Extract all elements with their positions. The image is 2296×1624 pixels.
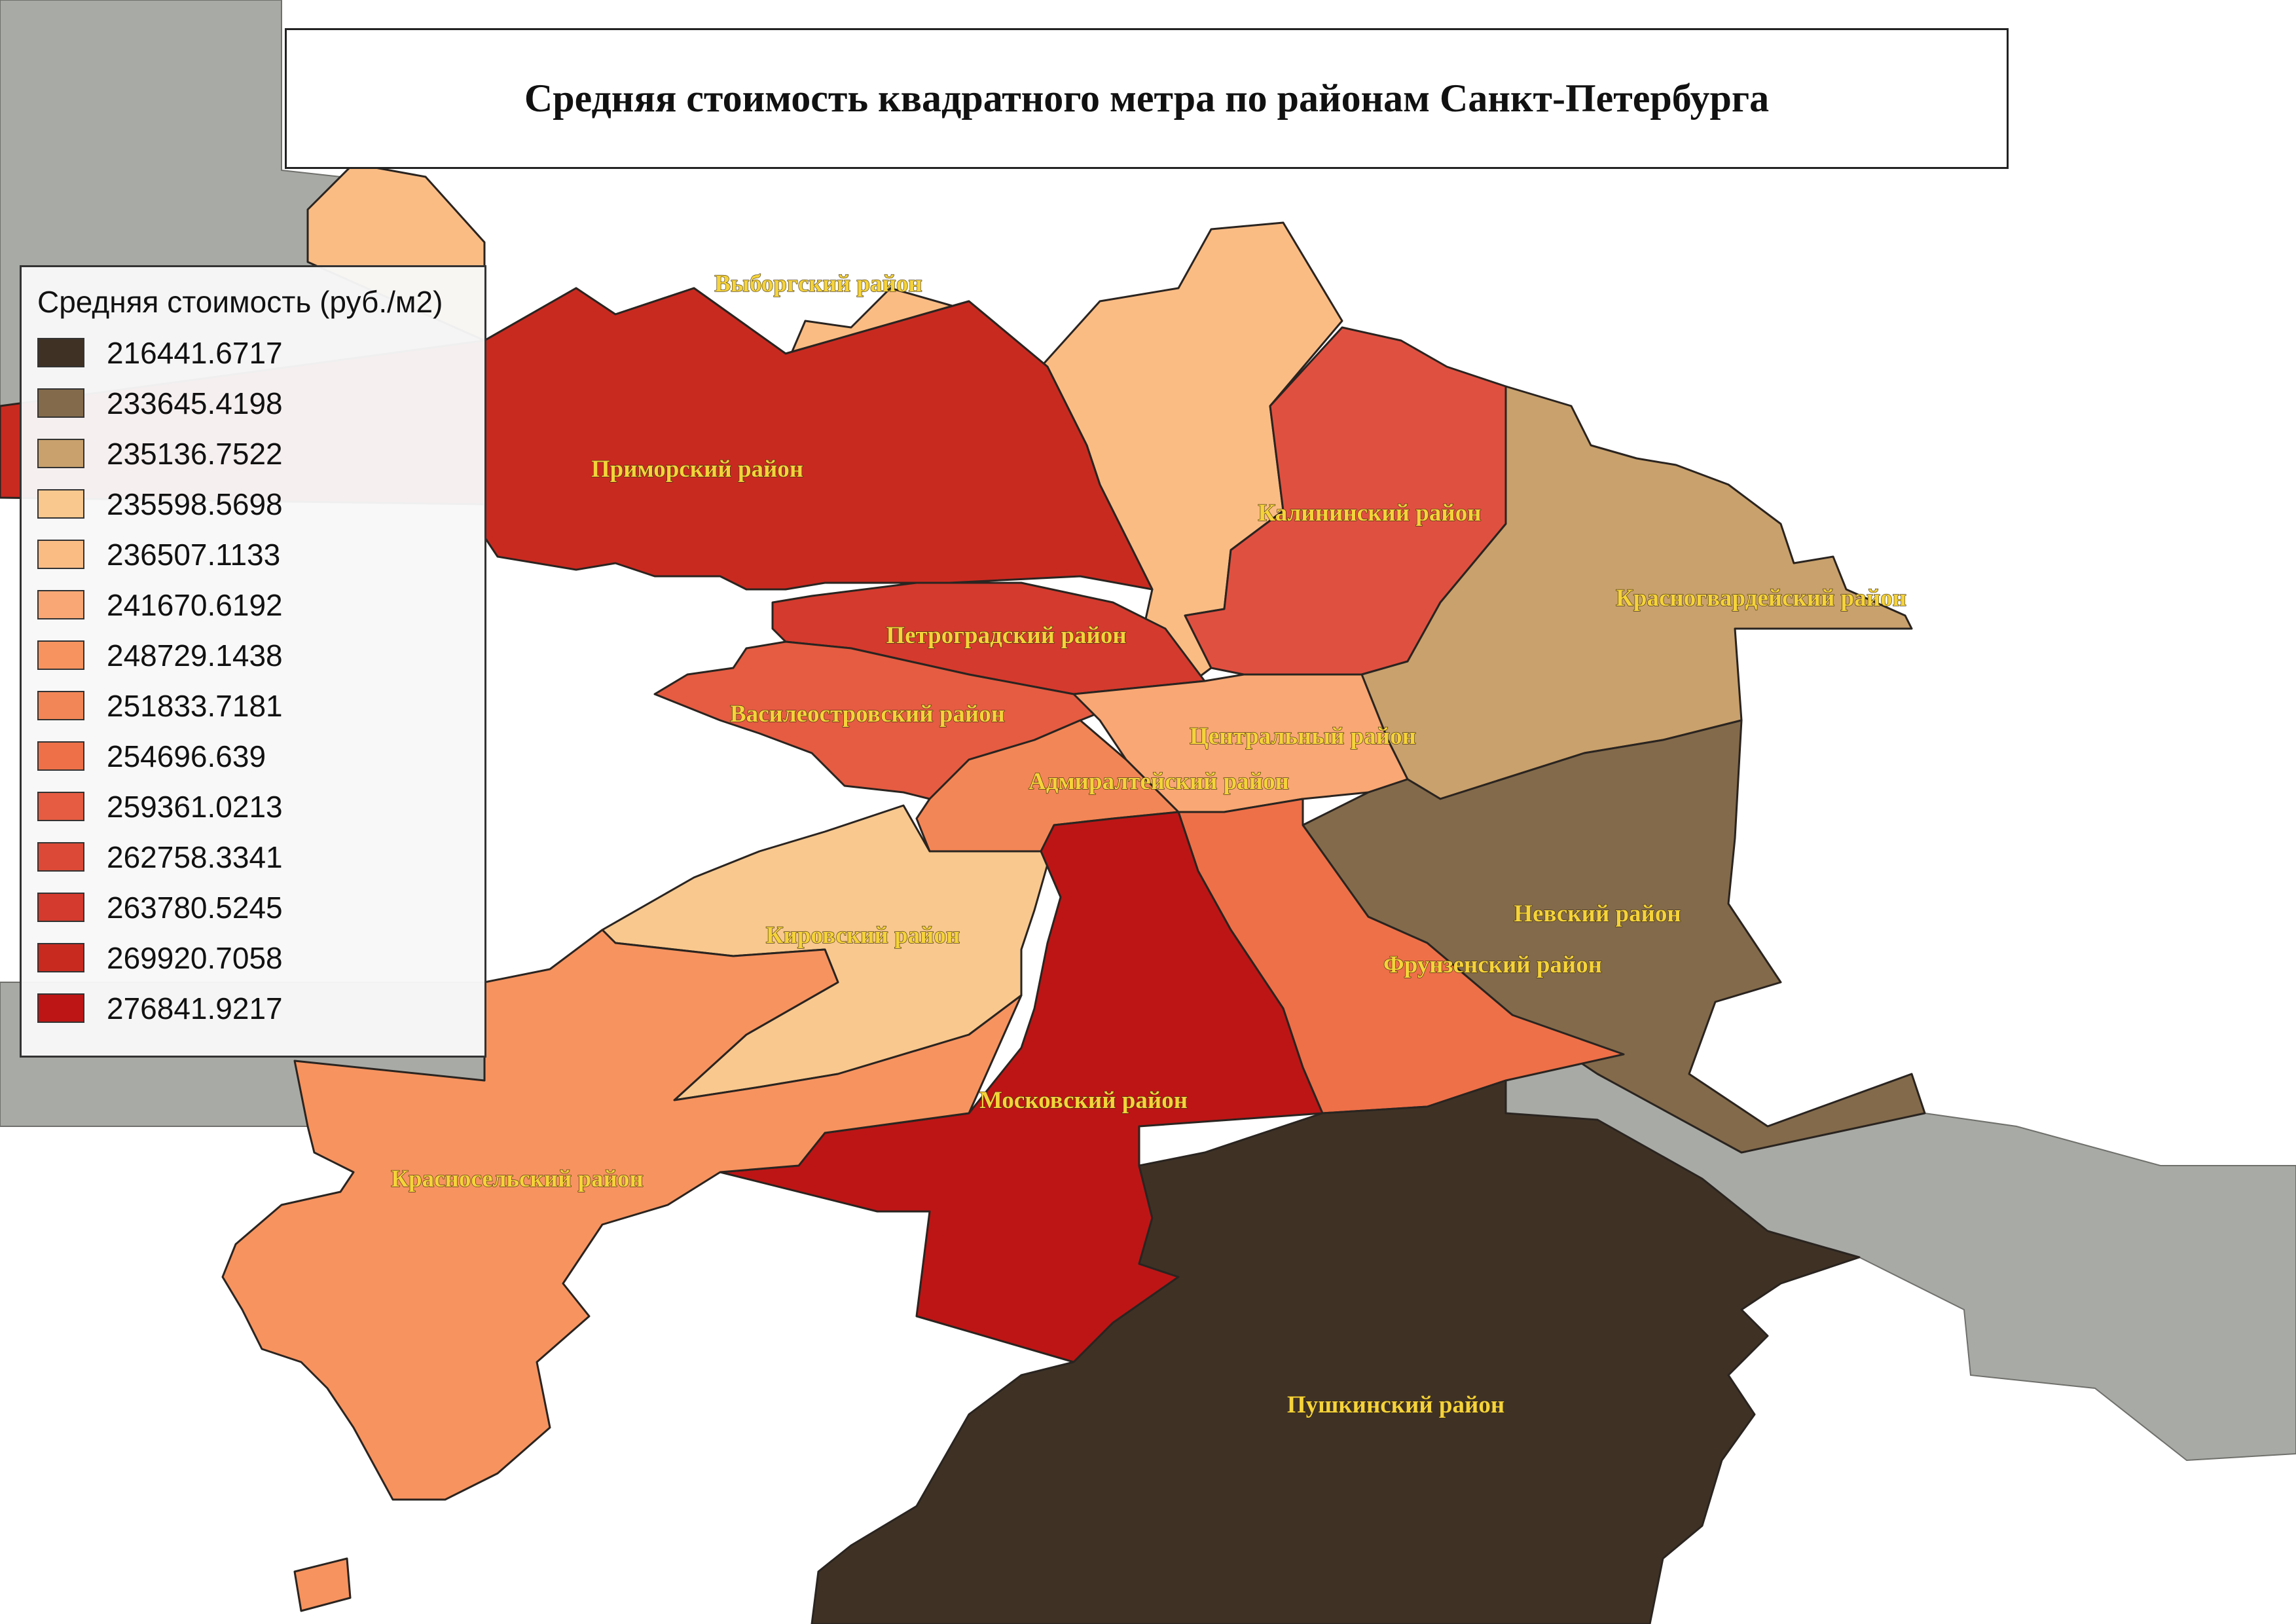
legend-item: 262758.3341 bbox=[37, 832, 469, 882]
label-frunzensky: Фрунзенский район bbox=[1383, 951, 1602, 978]
label-petrogradsky: Петроградский район bbox=[886, 622, 1126, 649]
legend-item: 235136.7522 bbox=[37, 428, 469, 479]
district-krasnoselsky bbox=[221, 929, 1023, 1501]
legend-label: 254696.639 bbox=[107, 739, 266, 773]
legend-label: 235136.7522 bbox=[107, 436, 283, 471]
legend-item: 251833.7181 bbox=[37, 680, 469, 731]
legend-item: 254696.639 bbox=[37, 731, 469, 781]
district-pushkinsky bbox=[811, 1079, 1861, 1624]
map-title: Средняя стоимость квадратного метра по р… bbox=[524, 77, 1770, 120]
legend-label: 251833.7181 bbox=[107, 688, 283, 723]
legend-swatch bbox=[37, 489, 84, 519]
legend-label: 236507.1133 bbox=[107, 537, 281, 572]
legend-swatch bbox=[37, 388, 84, 418]
legend-label: 248729.1438 bbox=[107, 638, 283, 673]
district-moskovsky bbox=[719, 811, 1324, 1363]
label-admiralteysky: Адмиралтейский район bbox=[1029, 768, 1289, 795]
legend-swatch bbox=[37, 439, 84, 468]
legend-label: 241670.6192 bbox=[107, 587, 283, 622]
legend-swatch bbox=[37, 893, 84, 922]
legend-label: 216441.6717 bbox=[107, 335, 283, 370]
legend-swatch bbox=[37, 993, 84, 1023]
legend-swatch bbox=[37, 691, 84, 720]
legend-swatch bbox=[37, 590, 84, 619]
label-krasnogvardeysky: Красногвардейский район bbox=[1616, 585, 1906, 612]
legend-swatch bbox=[37, 540, 84, 569]
label-primorsky: Приморский район bbox=[591, 456, 803, 483]
district-krasnoselsky-exclave bbox=[293, 1557, 352, 1612]
legend-swatch bbox=[37, 842, 84, 872]
label-kalininsky: Калининский район bbox=[1258, 500, 1481, 526]
legend-swatch bbox=[37, 943, 84, 972]
legend-item: 241670.6192 bbox=[37, 580, 469, 630]
legend-swatch bbox=[37, 338, 84, 367]
legend-swatch bbox=[37, 741, 84, 771]
legend-item: 235598.5698 bbox=[37, 479, 469, 529]
legend-item: 276841.9217 bbox=[37, 983, 469, 1033]
legend: Средняя стоимость (руб./м2) 216441.6717 … bbox=[20, 265, 486, 1058]
legend-label: 233645.4198 bbox=[107, 386, 283, 420]
legend-item: 259361.0213 bbox=[37, 781, 469, 832]
legend-label: 263780.5245 bbox=[107, 890, 283, 925]
map-title-box: Средняя стоимость квадратного метра по р… bbox=[285, 28, 2009, 169]
legend-item: 233645.4198 bbox=[37, 378, 469, 428]
legend-item: 216441.6717 bbox=[37, 327, 469, 378]
legend-label: 235598.5698 bbox=[107, 487, 283, 521]
label-kirovsky: Кировский район bbox=[766, 922, 960, 949]
legend-item: 269920.7058 bbox=[37, 932, 469, 983]
label-pushkinsky: Пушкинский район bbox=[1287, 1392, 1504, 1418]
legend-item: 263780.5245 bbox=[37, 882, 469, 932]
district-krasnogvardeysky bbox=[1360, 385, 1913, 800]
label-vyborgsky: Выборгский район bbox=[714, 270, 922, 297]
legend-item: 236507.1133 bbox=[37, 529, 469, 580]
legend-swatch bbox=[37, 640, 84, 670]
label-tsentralny: Центральный район bbox=[1190, 723, 1416, 750]
label-krasnoselsky: Красносельский район bbox=[391, 1166, 644, 1192]
legend-label: 269920.7058 bbox=[107, 940, 283, 975]
label-moskovsky: Московский район bbox=[979, 1087, 1188, 1114]
legend-label: 262758.3341 bbox=[107, 840, 283, 874]
legend-item: 248729.1438 bbox=[37, 630, 469, 680]
legend-title: Средняя стоимость (руб./м2) bbox=[37, 285, 443, 319]
legend-swatch bbox=[37, 792, 84, 821]
legend-label: 259361.0213 bbox=[107, 789, 283, 824]
label-vasileostrovsky: Василеостровский район bbox=[730, 701, 1005, 728]
legend-label: 276841.9217 bbox=[107, 991, 283, 1025]
label-nevsky: Невский район bbox=[1514, 900, 1681, 927]
